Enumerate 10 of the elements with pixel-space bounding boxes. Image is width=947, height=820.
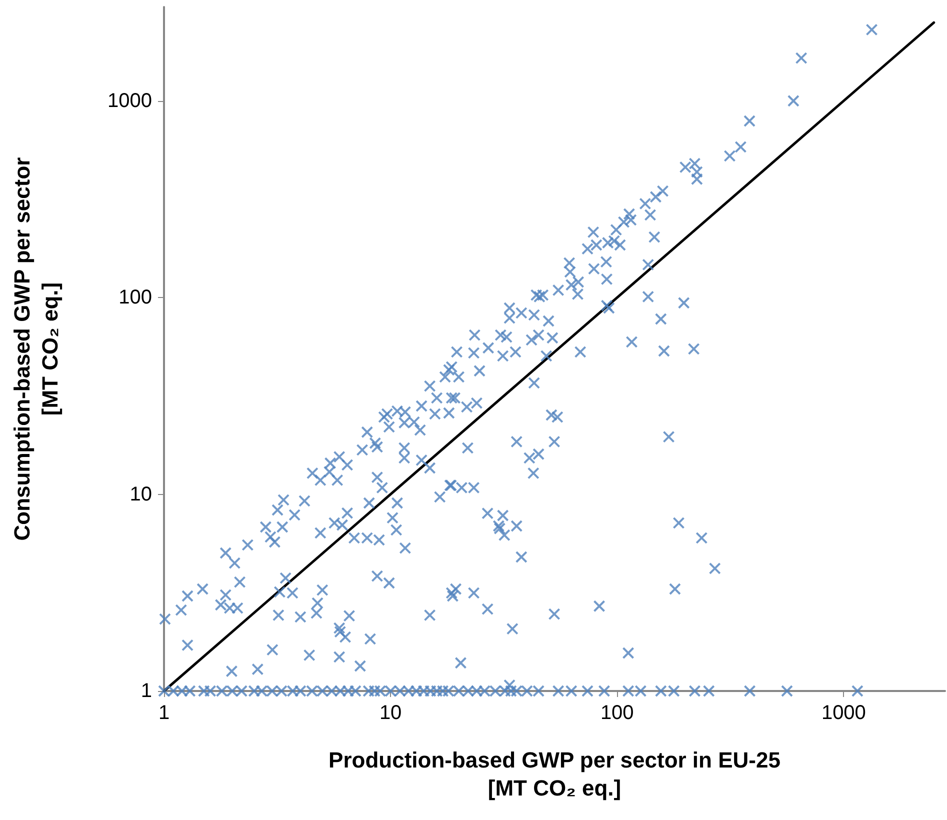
y-tick-label: 1 <box>140 680 152 702</box>
x-axis-title: Production-based GWP per sector in EU-25 [MT CO₂ eq.] <box>328 748 780 800</box>
x-tick-label: 1000 <box>821 702 866 724</box>
x-tick-label: 100 <box>600 702 634 724</box>
y-tick-label: 100 <box>118 286 152 309</box>
y-axis-title: Consumption-based GWP per sector [MT CO₂ eq.] <box>10 156 62 541</box>
y-tick-label: 10 <box>130 483 152 506</box>
y-tick-label: 1000 <box>108 90 152 112</box>
x-tick-label: 10 <box>379 702 402 724</box>
x-tick-label: 1 <box>158 702 170 724</box>
